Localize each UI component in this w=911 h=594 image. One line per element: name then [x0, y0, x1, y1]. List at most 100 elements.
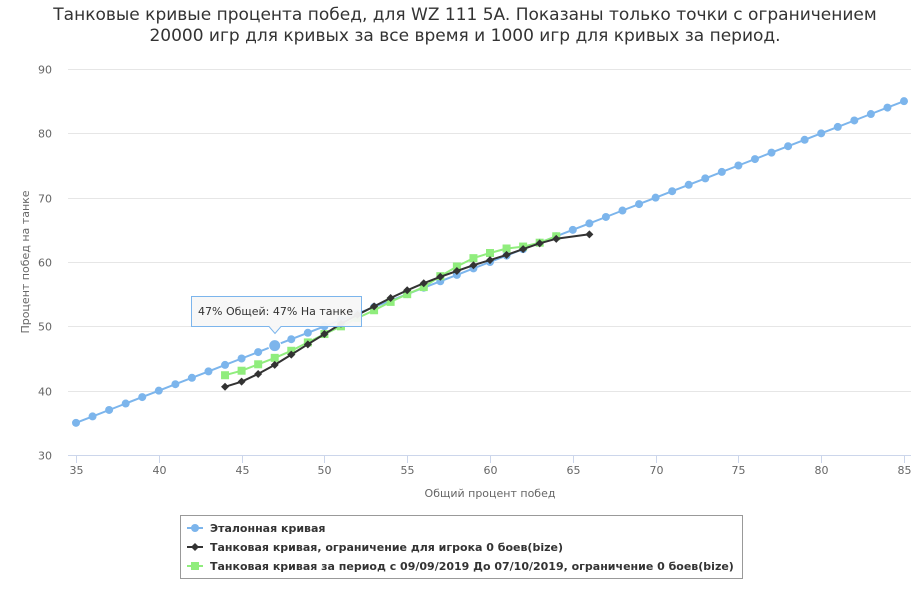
series-0-point[interactable] [784, 142, 793, 151]
y-axis-title: Процент побед на танке [19, 190, 32, 333]
y-tick-label: 50 [38, 321, 52, 334]
tooltip-text: 47% Общей: 47% На танке [198, 305, 353, 318]
series-1-point[interactable] [320, 330, 329, 339]
series-0-point[interactable] [900, 97, 908, 106]
series-0-point[interactable] [72, 418, 80, 427]
hovered-point[interactable] [268, 339, 282, 353]
chart-title: Танковые кривые процента побед, для WZ 1… [52, 5, 876, 46]
y-tick-label: 70 [38, 193, 52, 206]
series-0-point[interactable] [303, 328, 312, 337]
legend-box [180, 515, 743, 579]
series-1-point[interactable] [535, 239, 544, 248]
legend-label-tank-player: Танковая кривая, ограничение для игрока … [210, 541, 563, 554]
x-tick-label: 35 [70, 464, 84, 477]
series-1-point[interactable] [221, 382, 230, 391]
series-0-point[interactable] [88, 412, 97, 421]
series-2-point[interactable] [270, 353, 279, 362]
series-2-point[interactable] [237, 366, 246, 375]
series-0-point[interactable] [651, 193, 660, 202]
series-0-point[interactable] [254, 348, 263, 357]
series-1-point[interactable] [303, 340, 312, 349]
series-1-point[interactable] [370, 302, 379, 311]
series-2-point[interactable] [469, 254, 478, 263]
series-0-point[interactable] [883, 103, 892, 112]
series-0-point[interactable] [204, 367, 213, 376]
series-0-point[interactable] [800, 135, 809, 144]
x-axis-ticks: 35 40 45 50 55 60 65 70 75 80 85 [70, 455, 911, 477]
x-tick-label: 45 [236, 464, 250, 477]
series-1-point[interactable] [519, 245, 528, 254]
legend: Эталонная кривая Танковая кривая, ограни… [180, 515, 743, 579]
series-0-point[interactable] [121, 399, 130, 408]
legend-item-tank-period[interactable]: Танковая кривая за период с 09/09/2019 Д… [187, 560, 734, 573]
series-2-point[interactable] [452, 262, 461, 271]
series-0-point[interactable] [237, 354, 246, 363]
series-0-point[interactable] [618, 206, 627, 215]
series-1-point[interactable] [386, 294, 395, 303]
series-1-point[interactable] [502, 250, 511, 259]
series-0-point[interactable] [187, 373, 196, 382]
series-2-point[interactable] [254, 360, 263, 369]
series-0-point[interactable] [138, 393, 147, 402]
series-0-point[interactable] [750, 155, 759, 164]
x-tick-label: 40 [153, 464, 167, 477]
series-1-point[interactable] [452, 267, 461, 276]
legend-label-tank-period: Танковая кривая за период с 09/09/2019 Д… [210, 560, 734, 573]
legend-label-reference: Эталонная кривая [210, 522, 326, 535]
legend-marker-circle [191, 524, 199, 532]
series-0-point[interactable] [105, 405, 114, 414]
series-0-point[interactable] [601, 212, 610, 221]
series-layer [72, 97, 908, 427]
series-1-point[interactable] [254, 369, 263, 378]
series-1-point[interactable] [419, 279, 428, 288]
series-0-point[interactable] [734, 161, 743, 170]
series-1-point[interactable] [436, 272, 445, 281]
series-0-point[interactable] [668, 187, 677, 196]
series-1-point[interactable] [469, 261, 478, 270]
legend-item-reference[interactable]: Эталонная кривая [187, 522, 326, 535]
series-0-point[interactable] [568, 225, 577, 234]
series-0-point[interactable] [684, 180, 693, 189]
chart-title-line-1: Танковые кривые процента побед, для WZ 1… [52, 5, 876, 25]
series-1-point[interactable] [287, 350, 296, 359]
series-1-line [224, 233, 590, 388]
series-1-point[interactable] [403, 286, 412, 295]
series-0-point[interactable] [154, 386, 163, 395]
series-0-point[interactable] [287, 335, 296, 344]
x-tick-label: 80 [815, 464, 829, 477]
series-0-point[interactable] [701, 174, 710, 183]
series-0-point[interactable] [635, 200, 644, 209]
x-tick-label: 55 [401, 464, 415, 477]
series-1-point[interactable] [552, 234, 561, 243]
series-0-point[interactable] [817, 129, 826, 138]
series-2-point[interactable] [486, 248, 494, 257]
series-0-point[interactable] [850, 116, 859, 125]
x-axis-title: Общий процент побед [425, 487, 556, 500]
series-1-point[interactable] [270, 360, 279, 369]
series-2-point[interactable] [502, 244, 511, 253]
y-axis-ticks: 30 40 50 60 70 80 90 [38, 64, 52, 463]
series-0-point[interactable] [833, 122, 842, 131]
series-0-point[interactable] [717, 167, 726, 176]
tooltip: 47% Общей: 47% На танке [191, 296, 362, 335]
legend-item-tank-player[interactable]: Танковая кривая, ограничение для игрока … [187, 541, 563, 554]
series-1-point[interactable] [585, 230, 594, 239]
series-0-point[interactable] [866, 110, 875, 119]
series-0-point[interactable] [585, 219, 594, 228]
series-2-point[interactable] [221, 371, 230, 380]
series-0-point[interactable] [221, 360, 230, 369]
y-tick-label: 90 [38, 64, 52, 77]
x-tick-label: 65 [567, 464, 581, 477]
series-0-point[interactable] [767, 148, 776, 157]
series-0-point[interactable] [171, 380, 180, 389]
y-tick-label: 40 [38, 386, 52, 399]
tooltip-box [191, 296, 362, 335]
x-tick-label: 60 [484, 464, 498, 477]
series-1-point[interactable] [486, 256, 494, 265]
legend-marker-diamond [191, 543, 199, 551]
y-tick-label: 30 [38, 450, 52, 463]
x-tick-label: 85 [898, 464, 911, 477]
y-tick-label: 60 [38, 257, 52, 270]
series-1-point[interactable] [237, 377, 246, 386]
